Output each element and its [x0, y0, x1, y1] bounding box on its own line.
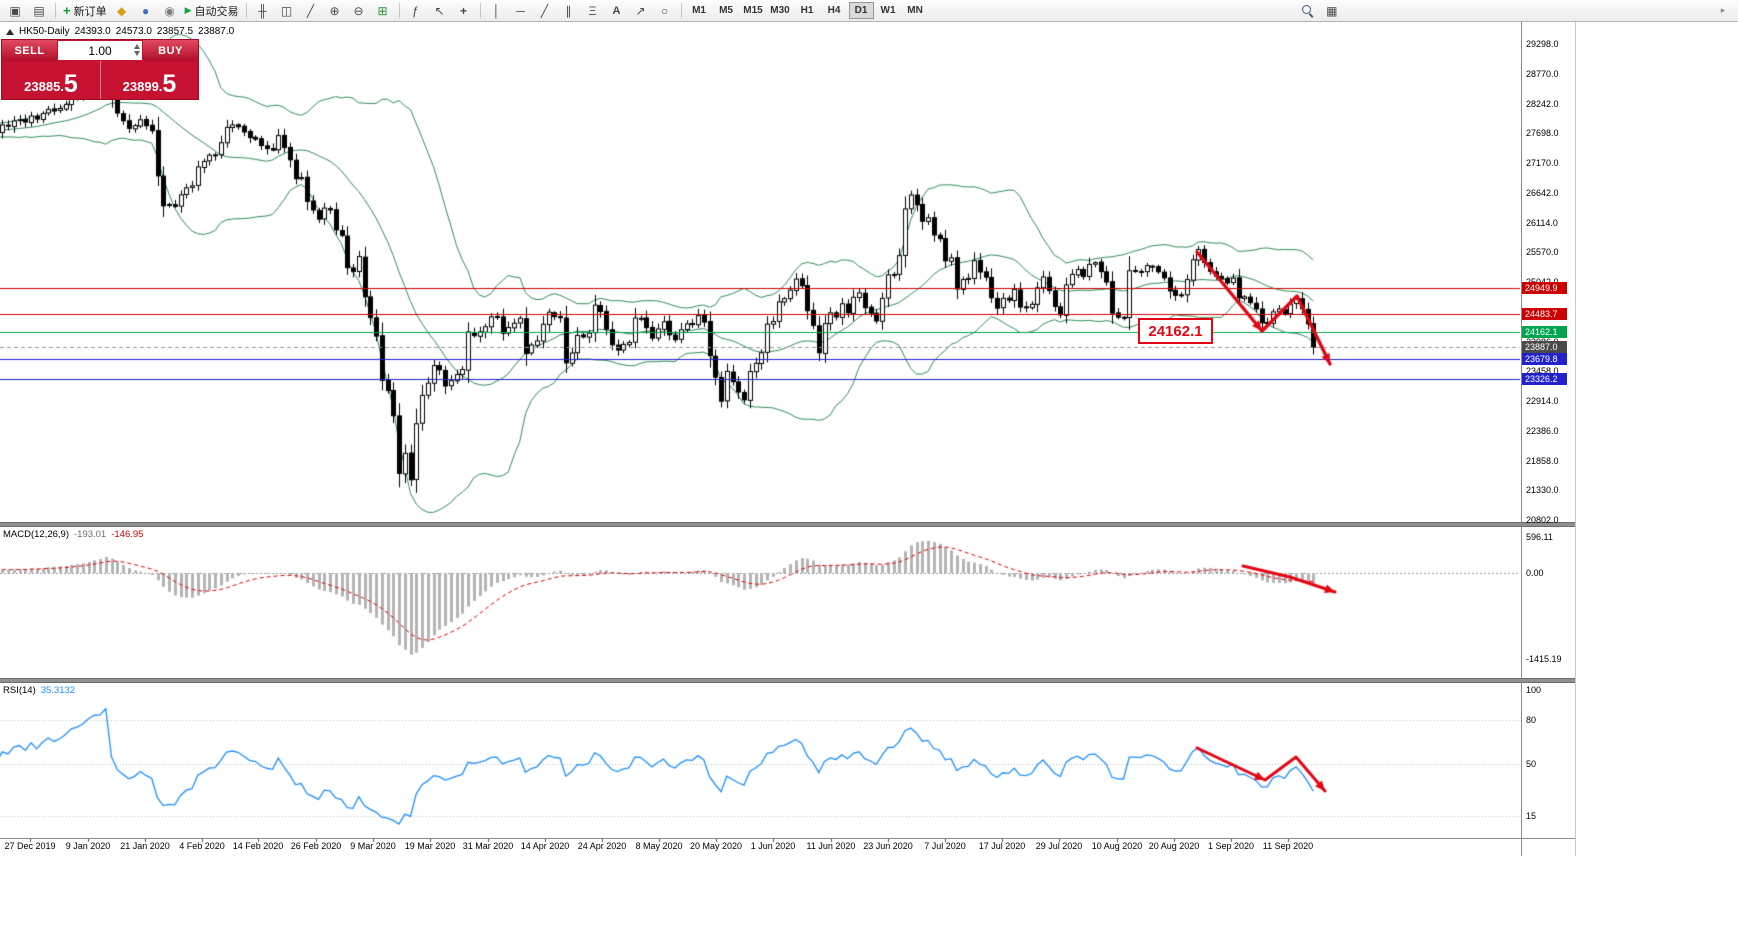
search-icon[interactable]	[1297, 2, 1319, 20]
sell-price-big: 5	[63, 70, 78, 98]
tile-windows-icon[interactable]: ⊞	[377, 3, 388, 18]
cursor-icon[interactable]: ↖	[434, 3, 445, 18]
toolbar-separator	[398, 3, 400, 18]
accounts-icon[interactable]: ●	[141, 3, 150, 18]
chart-open: 24393.0	[74, 26, 111, 37]
toolbar-separator	[245, 3, 247, 18]
time-scale-divider	[0, 838, 1575, 839]
sell-button[interactable]: SELL	[2, 40, 57, 61]
tf-d1-button[interactable]: D1	[848, 2, 874, 19]
indicators-icon[interactable]: ƒ	[412, 3, 419, 18]
tf-h1-button[interactable]: H1	[800, 5, 814, 16]
one-click-trade-panel: SELL 1.00 BUY 23885. 5 23899. 5	[2, 40, 198, 99]
sell-price[interactable]: 23885. 5	[2, 61, 100, 99]
vertical-line-icon[interactable]: │	[492, 3, 501, 18]
toolbar-separator	[680, 3, 682, 18]
buy-price[interactable]: 23899. 5	[100, 61, 198, 99]
candlestick-chart-icon[interactable]: ◫	[280, 3, 293, 18]
new-chart-icon[interactable]: ▣	[9, 3, 21, 18]
macd-main-value: -193.01	[74, 529, 107, 540]
arrow-tool-icon[interactable]: ↗	[635, 3, 646, 18]
new-order-button[interactable]: + 新订单	[61, 2, 109, 20]
volume-increase-icon[interactable]	[134, 44, 140, 49]
tf-m15-button[interactable]: M15	[743, 5, 763, 16]
price-annotation[interactable]: 24162.1	[1138, 318, 1213, 344]
chart-close: 23887.0	[198, 26, 235, 37]
tf-w1-button[interactable]: W1	[880, 5, 896, 16]
tf-m30-button[interactable]: M30	[770, 5, 790, 16]
new-order-label: 新订单	[73, 5, 107, 18]
chart-low: 23857.5	[156, 26, 194, 37]
toolbar-separator	[479, 3, 481, 18]
data-window-icon[interactable]: ▦	[1326, 3, 1338, 18]
channel-icon[interactable]: ∥	[565, 3, 572, 18]
text-icon[interactable]: A	[612, 4, 621, 17]
toolbar-separator	[55, 3, 56, 18]
history-center-icon[interactable]: ◆	[116, 3, 127, 18]
autotrading-button[interactable]: ▶ 自动交易	[183, 2, 241, 20]
chart-window-right-edge	[1575, 22, 1576, 856]
tf-m5-button[interactable]: M5	[719, 5, 733, 16]
trendline-icon[interactable]: ╱	[540, 3, 549, 18]
profiles-icon[interactable]: ▤	[33, 3, 45, 18]
volume-decrease-icon[interactable]	[134, 51, 140, 56]
shapes-icon[interactable]: ○	[660, 3, 669, 18]
bar-chart-icon[interactable]: ╫	[258, 3, 267, 18]
toolbar-overflow-icon[interactable]: ▸	[1720, 5, 1726, 15]
horizontal-line-icon[interactable]: ─	[516, 3, 525, 18]
chart-header: HK50-Daily 24393.0 24573.0 23857.5 23887…	[6, 26, 234, 37]
play-icon: ▶	[184, 5, 192, 15]
line-chart-icon[interactable]: ╱	[306, 3, 315, 18]
volume-input[interactable]: 1.00	[58, 41, 142, 60]
buy-price-small: 23899.	[122, 78, 163, 94]
buy-button[interactable]: BUY	[143, 40, 198, 61]
macd-name: MACD(12,26,9)	[3, 529, 69, 540]
volume-spinner[interactable]	[134, 44, 140, 56]
market-watch-icon[interactable]: ◉	[164, 3, 175, 18]
fibonacci-icon[interactable]: Ξ	[588, 3, 597, 18]
macd-label: MACD(12,26,9) -193.01 -146.95	[3, 529, 143, 540]
chart-symbol-period: HK50-Daily	[19, 26, 70, 37]
volume-value: 1.00	[88, 43, 112, 58]
tf-h4-button[interactable]: H4	[827, 5, 841, 16]
crosshair-icon[interactable]: +	[460, 3, 468, 18]
autotrading-label: 自动交易	[194, 5, 239, 18]
tf-mn-button[interactable]: MN	[907, 5, 923, 16]
macd-splitter[interactable]	[0, 522, 1575, 527]
sell-price-small: 23885.	[24, 78, 64, 94]
buy-price-big: 5	[162, 70, 177, 98]
rsi-value: 35.3132	[40, 685, 76, 696]
price-scale-divider	[1521, 22, 1522, 856]
tf-m1-button[interactable]: M1	[692, 5, 706, 16]
macd-signal-value: -146.95	[111, 529, 144, 540]
zoom-out-icon[interactable]: ⊖	[353, 3, 364, 18]
toolbar: ▣ ▤ + 新订单 ◆ ● ◉ ▶ 自动交易 ╫ ◫ ╱ ⊕ ⊖ ⊞ ƒ ↖ +…	[0, 0, 1738, 22]
rsi-label: RSI(14) 35.3132	[3, 685, 75, 696]
one-click-collapse-icon[interactable]	[6, 28, 14, 35]
rsi-name: RSI(14)	[3, 685, 36, 696]
zoom-in-icon[interactable]: ⊕	[329, 3, 340, 18]
plus-icon: +	[63, 3, 71, 18]
rsi-splitter[interactable]	[0, 678, 1575, 683]
chart-high: 24573.0	[115, 26, 152, 37]
